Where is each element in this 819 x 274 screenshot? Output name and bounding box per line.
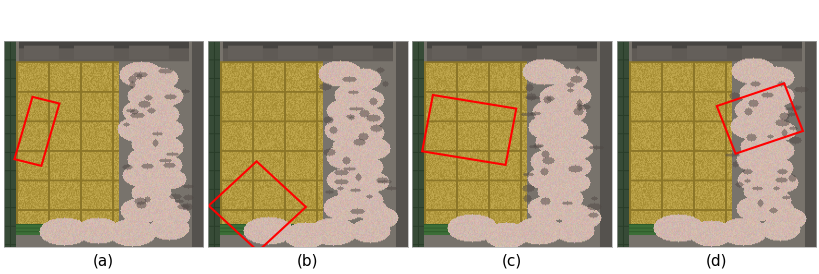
X-axis label: (c): (c) xyxy=(501,253,522,269)
Bar xyxy=(716,83,802,154)
X-axis label: (b): (b) xyxy=(296,253,319,269)
X-axis label: (a): (a) xyxy=(93,253,114,269)
Bar xyxy=(422,95,516,165)
Bar xyxy=(209,161,305,251)
Bar xyxy=(15,97,59,166)
X-axis label: (d): (d) xyxy=(704,253,726,269)
